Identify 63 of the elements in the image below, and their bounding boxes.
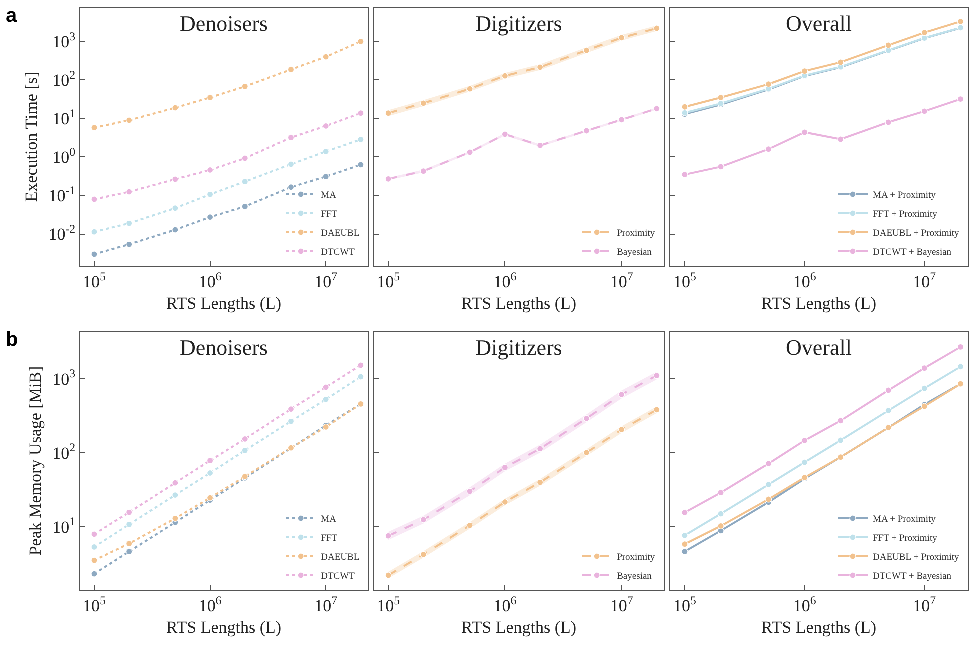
legend-label: DTCWT bbox=[321, 248, 356, 258]
y-tick-label: 10$^{-1}$ bbox=[48, 184, 76, 206]
legend-label: DTCWT bbox=[321, 572, 356, 582]
y-tick-label: 10$^{3}$ bbox=[52, 30, 76, 52]
legend-label: FFT bbox=[321, 534, 338, 544]
x-axis-title: RTS Lengths (L) bbox=[461, 618, 577, 637]
legend-label: FFT + Proximity bbox=[873, 534, 938, 544]
x-tick-label: 10$^{7}$ bbox=[913, 269, 936, 292]
x-tick-label: 10$^{7}$ bbox=[610, 593, 634, 616]
x-tick-label: 10$^{6}$ bbox=[198, 269, 222, 292]
y-tick-label: 10$^{0}$ bbox=[52, 145, 76, 168]
legend-label: Proximity bbox=[617, 229, 656, 240]
text: b bbox=[6, 329, 18, 351]
legend-label: MA bbox=[321, 515, 337, 526]
x-tick-label: 10$^{7}$ bbox=[314, 593, 338, 616]
y-tick-label: 10$^{1}$ bbox=[52, 514, 76, 537]
x-tick-label: 10$^{6}$ bbox=[494, 269, 517, 292]
y-axis-title: Peak Memory Usage [MiB] bbox=[26, 366, 46, 556]
y-tick-label: 10$^{2}$ bbox=[52, 68, 76, 90]
legend-label: DAEUBL bbox=[321, 229, 360, 240]
text: a bbox=[6, 5, 18, 27]
legend-label: Bayesian bbox=[617, 572, 652, 582]
x-axis-title: RTS Lengths (L) bbox=[761, 618, 877, 637]
x-tick-label: 10$^{6}$ bbox=[198, 593, 222, 616]
x-axis-title: RTS Lengths (L) bbox=[761, 294, 877, 313]
x-tick-label: 10$^{5}$ bbox=[82, 593, 106, 616]
x-tick-label: 10$^{7}$ bbox=[913, 593, 936, 616]
x-axis-title: RTS Lengths (L) bbox=[166, 618, 282, 637]
legend-label: Bayesian bbox=[617, 248, 652, 258]
legend-label: DTCWT + Bayesian bbox=[873, 572, 952, 582]
x-tick-label: 10$^{6}$ bbox=[793, 269, 816, 292]
y-tick-label: 10$^{-2}$ bbox=[48, 222, 76, 244]
chart-title: Digitizers bbox=[476, 335, 562, 360]
chart-title: Overall bbox=[786, 11, 852, 36]
x-tick-label: 10$^{5}$ bbox=[82, 269, 106, 292]
x-axis-title: RTS Lengths (L) bbox=[461, 294, 577, 313]
chart-title: Digitizers bbox=[476, 11, 562, 36]
legend-label: DAEUBL bbox=[321, 553, 360, 564]
x-tick-label: 10$^{6}$ bbox=[793, 593, 816, 616]
chart-title: Denoisers bbox=[180, 335, 268, 360]
legend-label: MA bbox=[321, 191, 337, 202]
x-tick-label: 10$^{5}$ bbox=[673, 593, 696, 616]
x-tick-label: 10$^{5}$ bbox=[673, 269, 696, 292]
x-tick-label: 10$^{7}$ bbox=[314, 269, 338, 292]
legend-label: FFT bbox=[321, 210, 338, 220]
x-tick-label: 10$^{5}$ bbox=[377, 269, 400, 292]
y-tick-label: 10$^{1}$ bbox=[52, 106, 76, 129]
legend-label: MA + Proximity bbox=[873, 515, 936, 526]
x-tick-label: 10$^{7}$ bbox=[610, 269, 634, 292]
legend-label: FFT + Proximity bbox=[873, 210, 938, 220]
y-tick-label: 10$^{3}$ bbox=[52, 366, 76, 389]
chart-title: Denoisers bbox=[180, 11, 268, 36]
y-axis-title: Execution Time [s] bbox=[22, 72, 42, 202]
legend-label: DAEUBL + Proximity bbox=[873, 229, 960, 240]
x-axis-title: RTS Lengths (L) bbox=[166, 294, 282, 313]
legend-label: DTCWT + Bayesian bbox=[873, 248, 952, 258]
y-tick-label: 10$^{2}$ bbox=[52, 440, 76, 463]
legend-label: DAEUBL + Proximity bbox=[873, 553, 960, 564]
legend-label: Proximity bbox=[617, 553, 656, 564]
legend-label: MA + Proximity bbox=[873, 191, 936, 202]
x-tick-label: 10$^{5}$ bbox=[377, 593, 400, 616]
x-tick-label: 10$^{6}$ bbox=[494, 593, 517, 616]
chart-title: Overall bbox=[786, 335, 852, 360]
